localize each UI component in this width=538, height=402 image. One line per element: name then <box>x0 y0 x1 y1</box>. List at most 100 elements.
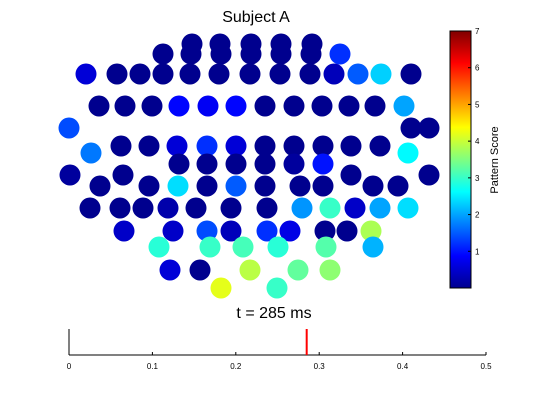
electrode-point <box>254 135 276 157</box>
electrode-point <box>197 95 219 117</box>
electrode-point <box>314 220 336 242</box>
electrode-point <box>311 95 333 117</box>
electrode-point <box>132 197 154 219</box>
electrode-point <box>141 95 163 117</box>
electrode-point <box>370 63 392 85</box>
colorbar-tick-label: 4 <box>475 137 480 146</box>
timeline-tick-label: 0.2 <box>230 362 242 371</box>
electrode-point <box>279 220 301 242</box>
electrode-point <box>210 277 232 299</box>
electrode-point <box>162 220 184 242</box>
colorbar-gradient <box>449 30 472 289</box>
electrode-point <box>254 153 276 175</box>
electrode-point <box>79 197 101 219</box>
electrode-point <box>344 197 366 219</box>
electrode-point <box>225 175 247 197</box>
electrode-point <box>418 164 440 186</box>
electrode-point <box>270 43 292 65</box>
electrode-point <box>138 175 160 197</box>
electrode-point <box>291 197 313 219</box>
timeline-tick-label: 0.5 <box>480 362 492 371</box>
electrode-point <box>239 259 261 281</box>
electrode-point <box>283 135 305 157</box>
electrode-point <box>58 117 80 139</box>
electrode-point <box>225 95 247 117</box>
electrode-point <box>89 175 111 197</box>
electrode-point <box>199 236 221 258</box>
electrode-point <box>289 175 311 197</box>
electrode-point <box>400 63 422 85</box>
electrode-point <box>220 220 242 242</box>
electrode-point <box>315 236 337 258</box>
electrode-point <box>129 63 151 85</box>
electrode-point <box>88 95 110 117</box>
electrode-point <box>387 175 409 197</box>
colorbar-tick-label: 3 <box>475 174 480 183</box>
electrode-point <box>329 43 351 65</box>
electrode-point <box>168 95 190 117</box>
electrode-point <box>287 259 309 281</box>
electrode-point <box>167 175 189 197</box>
electrode-point <box>240 43 262 65</box>
electrode-point <box>196 220 218 242</box>
electrode-point <box>220 197 242 219</box>
electrode-point <box>393 95 415 117</box>
colorbar: 1 2 3 4 5 6 7 Pattern Score <box>449 27 501 289</box>
electrode-point <box>283 95 305 117</box>
electrode-point <box>152 63 174 85</box>
electrode-point <box>196 153 218 175</box>
electrode-point <box>232 236 254 258</box>
electrode-point <box>299 63 321 85</box>
electrode-point <box>179 63 201 85</box>
electrode-point <box>256 220 278 242</box>
colorbar-tick-label: 6 <box>475 64 480 73</box>
electrode-point <box>269 63 291 85</box>
electrode-point <box>239 63 261 85</box>
electrode-point <box>110 135 132 157</box>
electrode-point <box>166 135 188 157</box>
electrode-point <box>210 43 232 65</box>
electrode-point <box>168 153 190 175</box>
electrode-point <box>159 259 181 281</box>
electrode-point <box>254 95 276 117</box>
electrode-point <box>138 135 160 157</box>
electrode-point <box>369 197 391 219</box>
electrode-point <box>196 175 218 197</box>
electrode-point <box>152 43 174 65</box>
time-title: t = 285 ms <box>236 305 311 322</box>
electrode-point <box>397 197 419 219</box>
electrode-point <box>59 164 81 186</box>
electrode-point <box>254 175 276 197</box>
electrode-point <box>196 135 218 157</box>
electrode-map <box>58 33 440 299</box>
electrode-point <box>312 135 334 157</box>
electrode-point <box>397 142 419 164</box>
electrode-point <box>208 63 230 85</box>
electrode-point <box>340 135 362 157</box>
electrode-point <box>340 164 362 186</box>
electrode-point <box>364 95 386 117</box>
electrode-point <box>267 236 289 258</box>
electrode-point <box>418 117 440 139</box>
timeline-tick-label: 0.1 <box>147 362 159 371</box>
map-title: Subject A <box>222 9 290 26</box>
colorbar-tick-label: 7 <box>475 27 480 36</box>
electrode-point <box>362 236 384 258</box>
electrode-point <box>189 259 211 281</box>
electrode-point <box>362 175 384 197</box>
electrode-point <box>360 220 382 242</box>
electrode-point <box>180 43 202 65</box>
electrode-point <box>114 95 136 117</box>
electrode-point <box>80 142 102 164</box>
electrode-point <box>75 63 97 85</box>
timeline-tick-label: 0 <box>67 362 72 371</box>
colorbar-ticks: 1 2 3 4 5 6 7 <box>468 27 480 256</box>
electrode-point <box>109 197 131 219</box>
electrode-point <box>300 43 322 65</box>
electrode-point <box>106 63 128 85</box>
electrode-point <box>319 259 341 281</box>
electrode-point <box>113 220 135 242</box>
timeline-tick-label: 0.4 <box>397 362 409 371</box>
electrode-point <box>225 135 247 157</box>
